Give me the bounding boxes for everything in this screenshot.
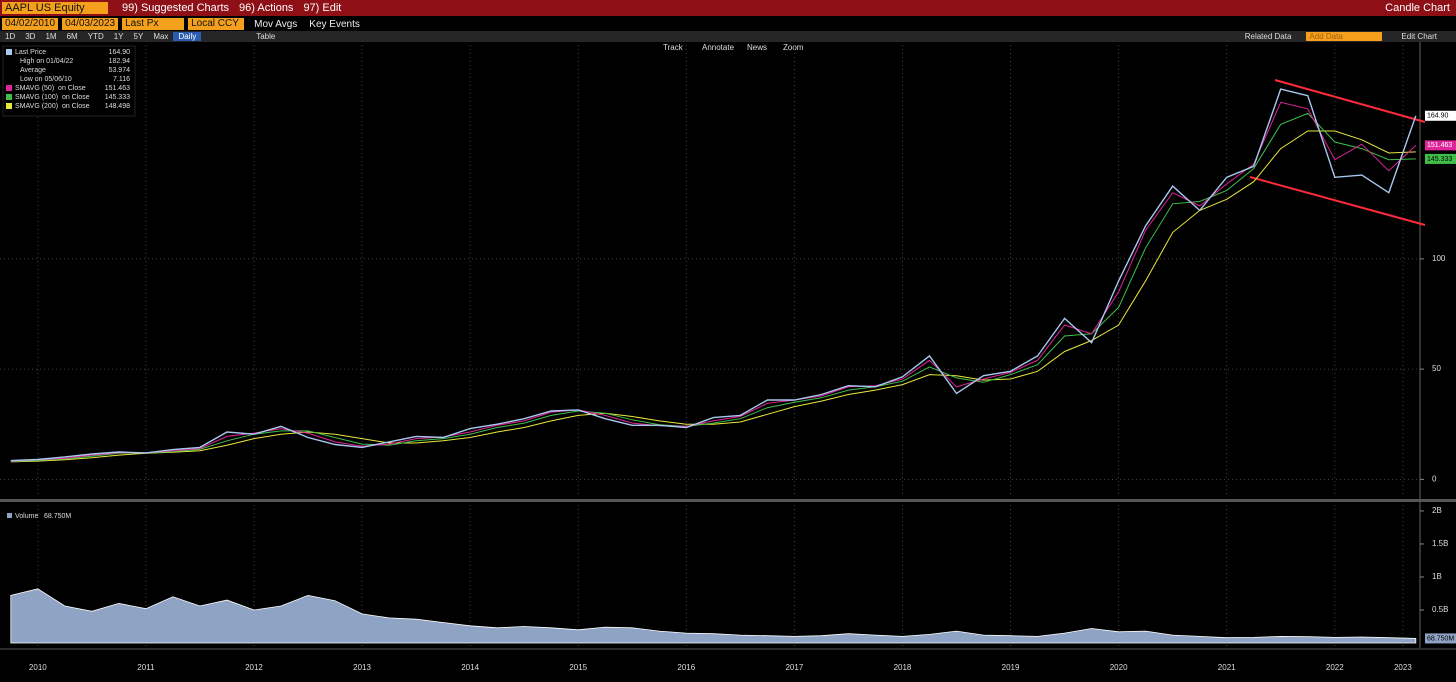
x-tick-label: 2023 (1394, 663, 1412, 672)
legend-value: 151.463 (105, 85, 130, 92)
x-tick-label: 2014 (461, 663, 479, 672)
x-tick-label: 2010 (29, 663, 47, 672)
y-tick-label: 100 (1432, 254, 1446, 263)
x-tick-label: 2022 (1326, 663, 1344, 672)
x-tick-label: 2021 (1218, 663, 1236, 672)
x-tick-label: 2016 (677, 663, 695, 672)
y-tick-label: 0 (1432, 474, 1437, 483)
x-tick-label: 2012 (245, 663, 263, 672)
currency[interactable]: Local CCY (188, 18, 245, 30)
y-tick-label: 0.5B (1432, 605, 1448, 614)
price-tag-label: 164.90 (1427, 113, 1449, 120)
legend-value: 53.974 (109, 67, 131, 74)
price-line (10, 88, 1417, 462)
trend-line (1274, 79, 1426, 123)
price-line (10, 112, 1416, 462)
legend-label: Last Price (15, 49, 46, 56)
field[interactable]: Last Px (122, 18, 185, 30)
legend-swatch (6, 49, 12, 55)
range-button[interactable]: 6M (66, 32, 78, 41)
ticker[interactable]: AAPL US Equity (2, 2, 108, 14)
frequency[interactable]: Daily (173, 32, 202, 41)
price-tag (1425, 140, 1456, 151)
menu[interactable]: 99) Suggested Charts (122, 2, 230, 14)
x-tick-label: 2011 (137, 663, 155, 672)
legend-value: 145.333 (105, 94, 130, 101)
key-events[interactable]: Key Events (309, 18, 360, 30)
x-tick-label: 2019 (1002, 663, 1020, 672)
legend-label: SMAVG (200) on Close (15, 103, 90, 110)
y-tick-label: 50 (1432, 364, 1441, 373)
menu[interactable]: 96) Actions (239, 2, 294, 14)
x-tick-label: 2020 (1110, 663, 1128, 672)
price-tag (1425, 110, 1456, 121)
price-tag-label: 151.463 (1427, 142, 1452, 149)
legend-swatch (6, 94, 12, 100)
legend-value: 68.750M (44, 513, 71, 520)
start-date[interactable]: 04/02/2010 (2, 18, 59, 30)
volume-tag-label: 68.750M (1427, 635, 1454, 642)
volume-area (10, 588, 1417, 644)
legend-label: SMAVG (100) on Close (15, 94, 90, 101)
title-bar: AAPL US Equity 99) Suggested Charts 96) … (0, 0, 1456, 16)
x-tick-label: 2015 (569, 663, 587, 672)
y-tick-label: 2B (1432, 506, 1442, 515)
range-button[interactable]: 1M (45, 32, 57, 41)
table-button[interactable]: Table (256, 32, 276, 41)
y-tick-label: 1B (1432, 572, 1442, 581)
y-tick-label: 1.5B (1432, 539, 1448, 548)
chart: Track Annotate News Zoom 2010 2011 2012 201… (0, 42, 1456, 672)
legend-value: 164.90 (109, 49, 131, 56)
legend-swatch (6, 85, 12, 91)
chart-kind: Candle Chart (1385, 2, 1450, 14)
legend-label: SMAVG (50) on Close (15, 85, 86, 92)
x-tick-label: 2017 (785, 663, 803, 672)
legend-label: Low on 05/06/10 (20, 76, 72, 83)
add-data[interactable]: Add Data (1306, 32, 1383, 41)
panel-separator (0, 499, 1456, 502)
chart-tool[interactable]: Annotate (702, 43, 735, 52)
chart-tool[interactable]: Track (663, 43, 684, 52)
legend-value: 7.116 (113, 76, 130, 83)
legend-swatch (6, 103, 12, 109)
related-data[interactable]: Related Data (1244, 32, 1292, 41)
range-button[interactable]: YTD (87, 32, 104, 41)
x-tick-label: 2013 (353, 663, 371, 672)
price-line (10, 101, 1417, 462)
range-button[interactable]: Max (153, 32, 169, 41)
chart-tool[interactable]: News (747, 43, 767, 52)
controls-bar: 04/02/2010 04/03/2023 Last Px Local CCY … (0, 17, 1456, 31)
legend-box (2, 45, 136, 117)
range-button[interactable]: 5Y (133, 32, 144, 41)
legend-label: Average (20, 67, 46, 74)
end-date[interactable]: 04/03/2023 (62, 18, 119, 30)
range-button[interactable]: 3D (25, 32, 36, 41)
legend-label: Volume (15, 513, 38, 520)
volume-tag (1425, 633, 1456, 644)
edit-chart[interactable]: Edit Chart (1401, 32, 1437, 41)
legend-value: 182.94 (109, 58, 131, 65)
menu[interactable]: 97) Edit (303, 2, 342, 14)
price-tag-label: 145.333 (1427, 156, 1452, 163)
chart-tool[interactable]: Zoom (783, 43, 804, 52)
range-button[interactable]: 1Y (113, 32, 124, 41)
price-line (10, 130, 1416, 463)
x-tick-label: 2018 (894, 663, 912, 672)
price-tag (1425, 153, 1456, 164)
legend-value: 148.498 (105, 103, 130, 110)
legend-label: High on 01/04/22 (20, 58, 73, 65)
range-button[interactable]: 1D (5, 32, 16, 41)
mov-avgs[interactable]: Mov Avgs (254, 18, 298, 30)
legend-swatch (7, 513, 12, 518)
toolbar: 1D 3D 1M 6M YTD 1Y 5Y Max Daily Table Re… (0, 31, 1456, 42)
trend-line (1249, 176, 1426, 226)
